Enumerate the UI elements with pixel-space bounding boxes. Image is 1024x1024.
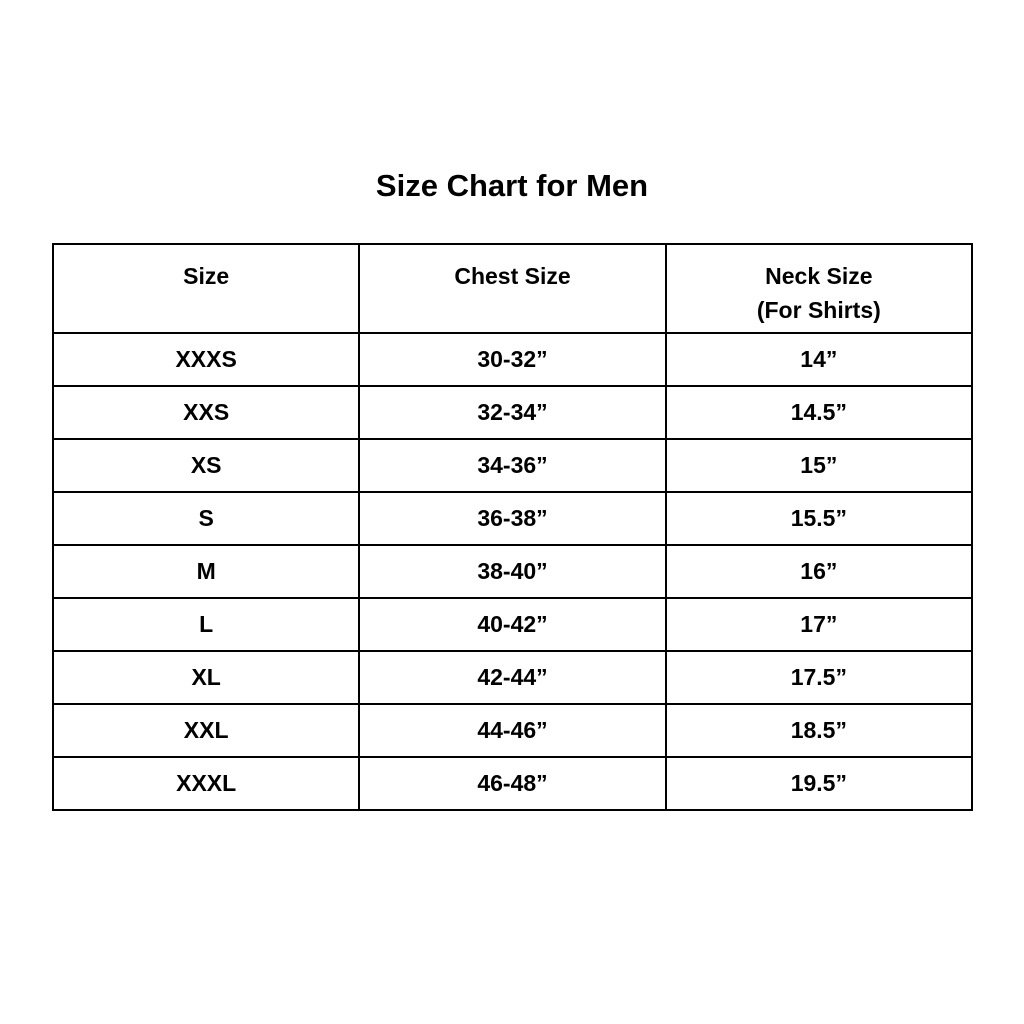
size-cell: XXL — [51, 703, 361, 758]
size-cell: M — [51, 544, 361, 599]
page-title: Size Chart for Men — [375, 168, 649, 203]
neck-size-cell: 17.5” — [664, 650, 974, 705]
size-cell: S — [51, 491, 361, 546]
table-row: S 36-38” 15.5” — [51, 491, 974, 546]
size-cell: L — [51, 597, 361, 652]
chest-size-cell: 36-38” — [358, 491, 667, 546]
size-chart-table: Size Chest Size Neck Size (For Shirts) X… — [51, 243, 974, 811]
table-row: XXS 32-34” 14.5” — [51, 385, 974, 440]
table-row: XXXL 46-48” 19.5” — [51, 756, 974, 811]
neck-size-cell: 18.5” — [664, 703, 974, 758]
neck-size-cell: 15.5” — [664, 491, 974, 546]
chest-size-cell: 32-34” — [358, 385, 667, 440]
chest-size-cell: 40-42” — [358, 597, 667, 652]
header-neck-size: Neck Size (For Shirts) — [664, 243, 974, 334]
neck-size-cell: 15” — [664, 438, 974, 493]
size-cell: XS — [51, 438, 361, 493]
size-cell: XXXS — [51, 332, 361, 387]
chest-size-cell: 34-36” — [358, 438, 667, 493]
neck-size-cell: 14.5” — [664, 385, 974, 440]
size-cell: XL — [51, 650, 361, 705]
neck-size-cell: 16” — [664, 544, 974, 599]
neck-size-cell: 17” — [664, 597, 974, 652]
size-cell: XXS — [51, 385, 361, 440]
table-row: XXL 44-46” 18.5” — [51, 703, 974, 758]
table-row: L 40-42” 17” — [51, 597, 974, 652]
table-row: M 38-40” 16” — [51, 544, 974, 599]
header-neck-size-label: Neck Size — [765, 263, 873, 289]
header-chest-size: Chest Size — [358, 243, 667, 334]
header-neck-size-note: (For Shirts) — [756, 297, 881, 323]
chest-size-cell: 44-46” — [358, 703, 667, 758]
header-size: Size — [51, 243, 361, 334]
chest-size-cell: 38-40” — [358, 544, 667, 599]
chest-size-cell: 42-44” — [358, 650, 667, 705]
neck-size-cell: 14” — [664, 332, 974, 387]
table-row: XL 42-44” 17.5” — [51, 650, 974, 705]
chest-size-cell: 46-48” — [358, 756, 667, 811]
header-row: Size Chest Size Neck Size (For Shirts) — [51, 243, 974, 334]
table-row: XXXS 30-32” 14” — [51, 332, 974, 387]
table-row: XS 34-36” 15” — [51, 438, 974, 493]
neck-size-cell: 19.5” — [664, 756, 974, 811]
size-cell: XXXL — [51, 756, 361, 811]
chest-size-cell: 30-32” — [358, 332, 667, 387]
